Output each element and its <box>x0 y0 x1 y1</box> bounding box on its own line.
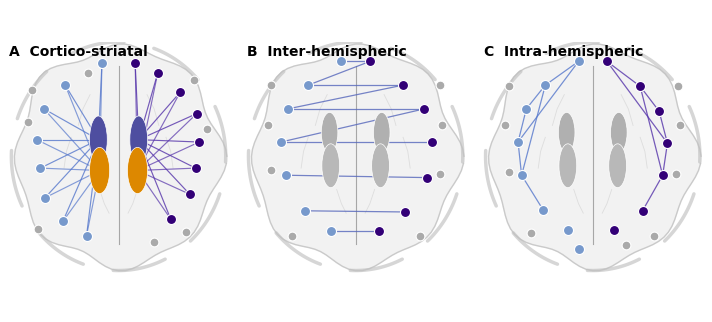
Point <box>130 60 141 65</box>
Point <box>60 82 71 88</box>
Point <box>201 127 213 132</box>
Point <box>419 106 430 111</box>
Point <box>325 228 337 233</box>
Text: A  Cortico-striatal: A Cortico-striatal <box>9 45 148 59</box>
Ellipse shape <box>90 116 108 163</box>
Point <box>601 59 612 64</box>
Point <box>516 173 528 178</box>
Polygon shape <box>251 44 464 271</box>
Polygon shape <box>488 44 701 271</box>
Point <box>283 106 294 111</box>
Point <box>637 208 648 213</box>
Ellipse shape <box>372 144 389 188</box>
Point <box>672 84 684 89</box>
Point <box>436 123 448 128</box>
Point <box>649 233 660 238</box>
Point <box>152 71 163 76</box>
Point <box>276 139 287 145</box>
Point <box>573 59 585 64</box>
Point <box>499 123 511 128</box>
Point <box>191 111 202 116</box>
Ellipse shape <box>130 116 147 163</box>
Point <box>57 219 68 224</box>
Ellipse shape <box>373 112 390 153</box>
Point <box>39 195 51 200</box>
Point <box>608 227 619 232</box>
Point <box>421 175 432 180</box>
Point <box>286 233 298 238</box>
Ellipse shape <box>322 144 340 188</box>
Point <box>180 230 192 235</box>
Point <box>31 137 43 142</box>
Point <box>434 82 446 88</box>
Ellipse shape <box>90 147 110 194</box>
Point <box>364 59 375 64</box>
Ellipse shape <box>558 112 575 153</box>
Point <box>148 239 159 244</box>
Point <box>35 166 46 171</box>
Point <box>562 227 574 232</box>
Point <box>573 246 585 251</box>
Point <box>520 106 532 111</box>
Point <box>661 141 673 146</box>
Point <box>513 139 524 145</box>
Point <box>82 71 93 76</box>
Point <box>426 139 437 145</box>
Point <box>675 123 686 128</box>
Ellipse shape <box>321 112 338 153</box>
Point <box>525 231 537 236</box>
Point <box>266 168 277 173</box>
Point <box>189 78 200 83</box>
Point <box>654 109 665 114</box>
Point <box>634 84 646 89</box>
Point <box>262 123 273 128</box>
Polygon shape <box>14 44 227 271</box>
Point <box>190 166 201 171</box>
Text: B  Inter-hemispheric: B Inter-hemispheric <box>246 45 407 59</box>
Point <box>184 192 195 197</box>
Point <box>540 82 551 88</box>
Point <box>23 119 34 125</box>
Point <box>280 173 291 178</box>
Point <box>414 233 425 238</box>
Point <box>299 208 310 213</box>
Point <box>194 139 205 145</box>
Ellipse shape <box>609 144 627 188</box>
Point <box>336 59 347 64</box>
Text: C  Intra-hemispheric: C Intra-hemispheric <box>483 45 643 59</box>
Ellipse shape <box>559 144 577 188</box>
Point <box>96 60 108 65</box>
Point <box>434 171 446 176</box>
Point <box>397 82 409 88</box>
Point <box>657 173 669 178</box>
Point <box>32 226 43 231</box>
Point <box>174 90 186 95</box>
Point <box>374 228 385 233</box>
Point <box>620 242 632 248</box>
Point <box>26 87 38 92</box>
Point <box>399 209 411 214</box>
Point <box>303 82 314 88</box>
Ellipse shape <box>127 147 147 194</box>
Point <box>503 169 514 174</box>
Ellipse shape <box>610 112 627 153</box>
Point <box>538 207 549 212</box>
Point <box>266 82 277 88</box>
Point <box>81 233 93 238</box>
Point <box>670 171 681 176</box>
Point <box>165 216 177 222</box>
Point <box>503 84 514 89</box>
Point <box>38 106 50 111</box>
